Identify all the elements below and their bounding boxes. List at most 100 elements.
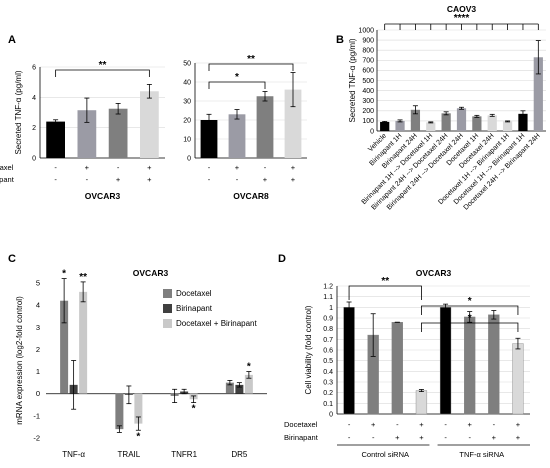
condition-mark: +: [235, 163, 240, 172]
bar: [464, 316, 476, 415]
y-tick-label: 600: [362, 68, 374, 75]
y-tick-label: 2: [36, 345, 40, 354]
bar: [456, 108, 467, 131]
condition-mark: -: [468, 433, 471, 442]
y-tick-label: 0: [187, 156, 191, 163]
y-tick-label: 1.2: [323, 284, 333, 291]
sig-d-2-bracket: [421, 305, 519, 315]
bar: [441, 113, 451, 131]
y-tick-label: 1000: [358, 27, 374, 34]
condition-mark: -: [444, 433, 447, 442]
condition-mark: -: [348, 433, 351, 442]
category-label: DR5: [231, 450, 248, 459]
bar: [343, 307, 355, 415]
sig-a2-2-label: **: [247, 54, 255, 65]
y-tick-label: -1: [33, 411, 40, 420]
y-tick-label: 1: [329, 305, 333, 312]
condition-mark: +: [516, 433, 521, 442]
condition-mark: +: [116, 175, 121, 184]
condition-mark: -: [372, 433, 375, 442]
sig-a1-label: **: [99, 60, 107, 71]
row-label-birinapant: Birinapant: [284, 433, 319, 442]
condition-mark: +: [492, 433, 497, 442]
panel-letter-b: B: [336, 34, 344, 46]
bar: [46, 121, 65, 158]
y-tick-label: 500: [362, 78, 374, 85]
condition-mark: +: [419, 433, 424, 442]
bar: [115, 393, 124, 430]
condition-mark: -: [54, 175, 57, 184]
y-axis-label: Cell viability (fold control): [304, 305, 313, 394]
bar: [487, 115, 497, 131]
condition-mark: -: [117, 163, 120, 172]
bar: [244, 374, 253, 394]
sig-d-1-bracket: [348, 285, 422, 300]
bar: [108, 108, 128, 158]
condition-mark: +: [85, 163, 90, 172]
y-tick-label: 0: [36, 389, 40, 398]
group-label-tnf: TNF-α siRNA: [459, 450, 504, 459]
y-tick-label: 0: [329, 412, 333, 419]
sig-d-3-bracket: [421, 322, 519, 332]
y-axis-label: Secreted TNF-α (pg/ml): [348, 38, 357, 122]
bar: [415, 390, 428, 415]
bar: [140, 91, 159, 158]
bar: [512, 343, 524, 415]
sig-marker: *: [62, 269, 66, 280]
sig-d-1-label: **: [381, 276, 389, 287]
y-tick-label: 0.9: [323, 316, 333, 323]
condition-mark: -: [208, 175, 211, 184]
y-tick-label: 800: [362, 48, 374, 55]
condition-mark: +: [419, 420, 424, 429]
legend-swatch: [163, 304, 172, 313]
chart-title: OVCAR3: [133, 268, 169, 278]
y-tick-label: 30: [183, 99, 191, 106]
sig-a2-1-bracket: [208, 81, 266, 89]
panel-letter-c: C: [8, 253, 16, 265]
y-tick-label: 0.4: [323, 369, 333, 376]
y-tick-label: 300: [362, 98, 374, 105]
y-tick-label: 4: [36, 301, 40, 310]
bar: [225, 382, 234, 394]
legend-swatch: [163, 289, 172, 298]
condition-mark: +: [291, 175, 296, 184]
y-tick-label: 50: [183, 61, 191, 68]
condition-mark: -: [444, 420, 447, 429]
row-label-docetaxel: Docetaxel: [284, 420, 318, 429]
sig-d-2-label: *: [468, 296, 472, 307]
y-tick-label: 400: [362, 88, 374, 95]
condition-mark: +: [147, 175, 152, 184]
bar: [533, 57, 543, 131]
bar: [395, 120, 405, 131]
bar: [502, 121, 513, 131]
bar: [60, 300, 69, 394]
condition-mark: -: [54, 163, 57, 172]
y-tick-label: 0.3: [323, 380, 333, 387]
y-tick-label: 40: [183, 80, 191, 87]
bar: [391, 322, 403, 415]
chart-title: OVCAR3: [85, 191, 121, 201]
bar: [235, 384, 244, 394]
y-tick-label: 10: [183, 137, 191, 144]
condition-mark: +: [467, 420, 472, 429]
bar: [77, 110, 97, 158]
group-label-control: Control siRNA: [361, 450, 409, 459]
panel-letter-a: A: [8, 34, 16, 46]
bar: [79, 291, 88, 394]
bar: [426, 122, 436, 131]
bar: [472, 116, 482, 131]
sig-marker: *: [136, 431, 140, 442]
sig-a2-2-bracket: [208, 63, 294, 71]
condition-mark: -: [493, 420, 496, 429]
y-tick-label: 0.7: [323, 337, 333, 344]
sig-marker: *: [192, 404, 196, 415]
condition-mark: -: [236, 175, 239, 184]
bar: [380, 121, 390, 131]
sig-d-3-label: *: [468, 313, 472, 324]
condition-mark: -: [348, 420, 351, 429]
sig-a2-1-label: *: [235, 72, 239, 83]
row-label-docetaxel: Docetaxel: [0, 163, 14, 172]
y-tick-label: 4: [32, 95, 36, 102]
condition-mark: -: [208, 163, 211, 172]
